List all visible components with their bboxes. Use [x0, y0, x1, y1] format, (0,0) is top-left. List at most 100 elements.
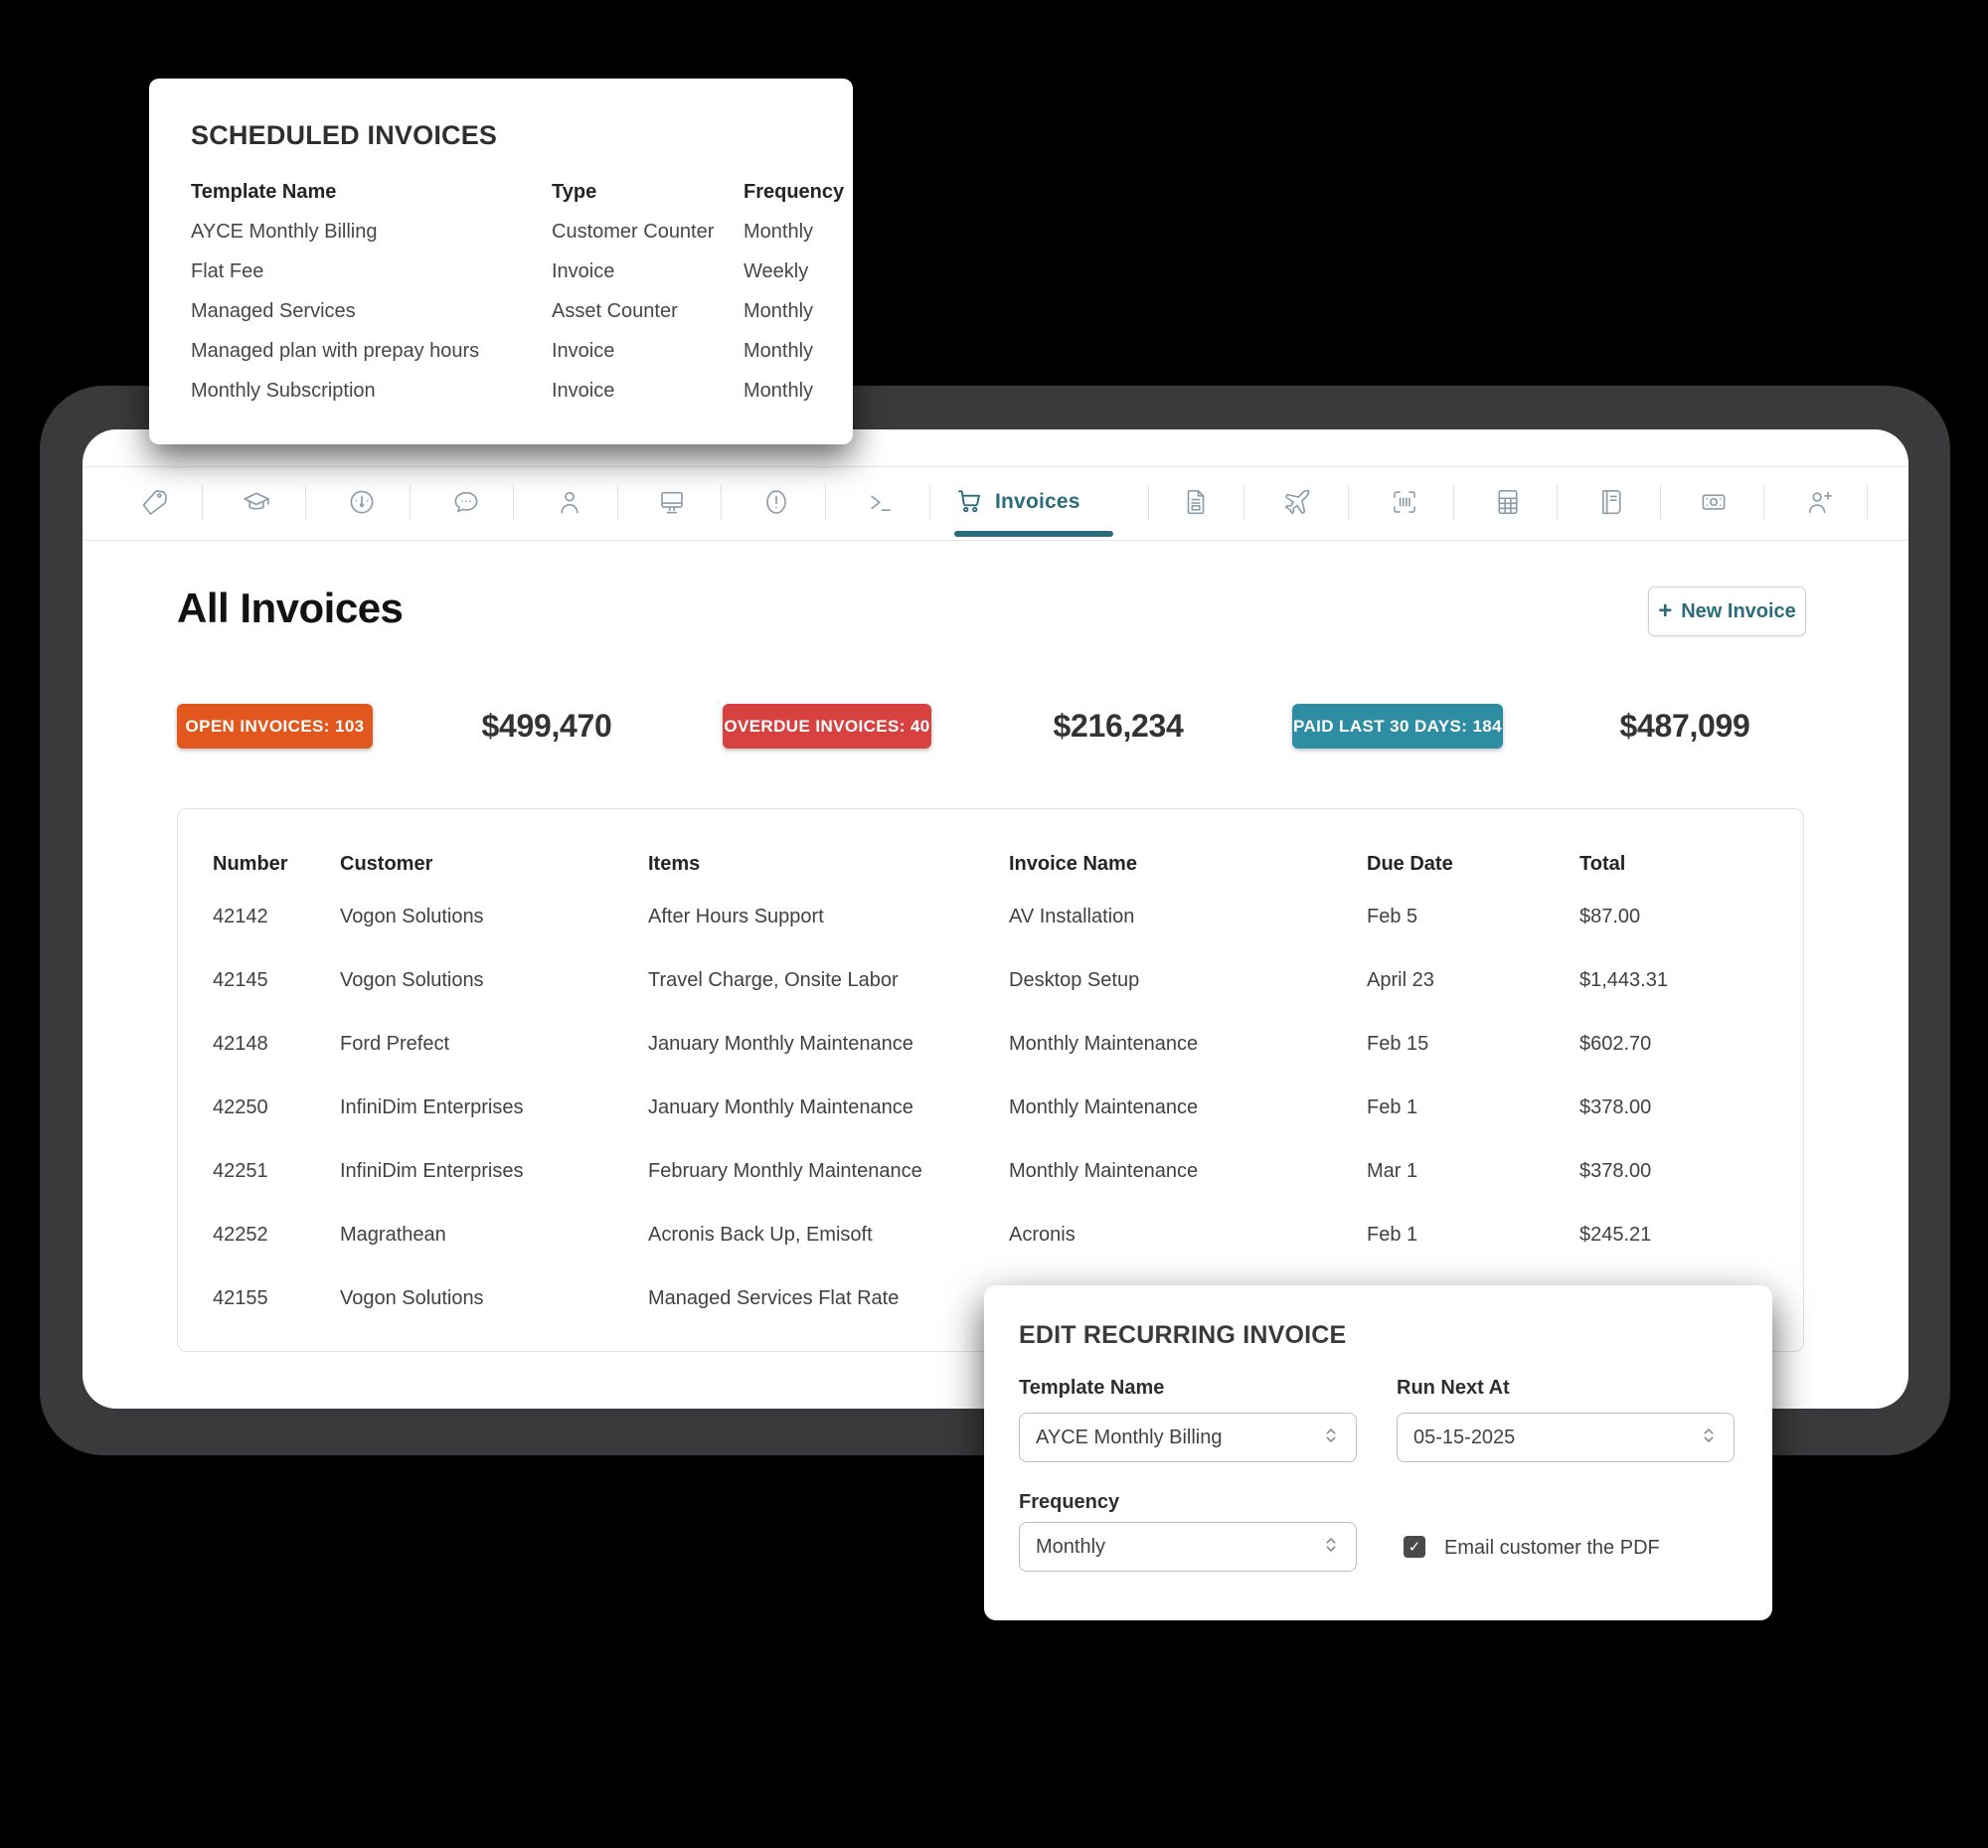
toolbar-bottom-divider [83, 540, 1908, 541]
scheduled-invoices-body: AYCE Monthly Billing Customer Counter Mo… [191, 212, 853, 411]
invoices-table-header: Number Customer Items Invoice Name Due D… [178, 809, 1803, 885]
plane-icon[interactable] [1279, 484, 1315, 520]
book-icon[interactable] [1593, 484, 1629, 520]
list-item[interactable]: Flat Fee Invoice Weekly [191, 252, 853, 291]
run-next-at-label: Run Next At [1397, 1377, 1510, 1399]
cell-invoice-name: Monthly Maintenance [1009, 1159, 1199, 1182]
cell-frequency: Monthly [744, 339, 814, 362]
toolbar-separator [1867, 484, 1868, 520]
cash-icon[interactable] [1696, 484, 1732, 520]
scheduled-invoices-card: SCHEDULED INVOICES Template Name Type Fr… [149, 79, 853, 444]
cell-customer: InfiniDim Enterprises [340, 1159, 524, 1182]
cart-icon [954, 485, 984, 520]
table-row[interactable]: 42145 Vogon Solutions Travel Charge, Ons… [178, 948, 1803, 1012]
cell-invoice-name: AV Installation [1009, 905, 1135, 927]
chevron-up-down-icon [1320, 1534, 1342, 1561]
cell-due-date: Feb 1 [1367, 1223, 1418, 1246]
list-item[interactable]: Managed Services Asset Counter Monthly [191, 291, 853, 331]
cell-due-date: Mar 1 [1367, 1159, 1418, 1182]
cell-number: 42252 [213, 1223, 268, 1246]
cell-number: 42142 [213, 905, 268, 927]
list-item[interactable]: AYCE Monthly Billing Customer Counter Mo… [191, 212, 853, 252]
chevron-up-down-icon [1698, 1425, 1720, 1451]
column-header-due-date: Due Date [1367, 852, 1453, 875]
tab-invoices-label: Invoices [995, 490, 1080, 513]
toolbar-separator [202, 484, 203, 520]
frequency-label: Frequency [1019, 1491, 1120, 1513]
calculator-icon[interactable] [1490, 484, 1526, 520]
cell-customer: Vogon Solutions [340, 905, 484, 927]
cell-customer: InfiniDim Enterprises [340, 1095, 524, 1118]
toolbar-separator [929, 484, 930, 520]
cell-items: Acronis Back Up, Emisoft [648, 1223, 873, 1246]
cell-total: $245.21 [1579, 1223, 1652, 1246]
list-item[interactable]: Managed plan with prepay hours Invoice M… [191, 331, 853, 371]
tab-invoices[interactable]: Invoices [954, 478, 1080, 526]
open-invoices-badge: OPEN INVOICES: 103 [177, 704, 373, 749]
monitor-icon[interactable] [654, 484, 690, 520]
cell-template-name: Managed Services [191, 299, 356, 322]
cell-template-name: Monthly Subscription [191, 379, 376, 402]
toolbar-separator [410, 484, 411, 520]
file-invoice-icon[interactable] [1178, 484, 1214, 520]
paid-last-30-days-badge: PAID LAST 30 DAYS: 184 [1292, 704, 1503, 749]
column-header-number: Number [213, 852, 288, 875]
cell-items: After Hours Support [648, 905, 824, 927]
cell-type: Invoice [552, 339, 615, 362]
toolbar-separator [513, 484, 514, 520]
alert-circle-icon[interactable] [758, 484, 794, 520]
cell-number: 42251 [213, 1159, 268, 1182]
toolbar-separator [1557, 484, 1558, 520]
new-invoice-button[interactable]: + New Invoice [1648, 587, 1806, 636]
table-row[interactable]: 42148 Ford Prefect January Monthly Maint… [178, 1012, 1803, 1076]
cell-type: Invoice [552, 259, 615, 282]
chat-icon[interactable] [448, 484, 484, 520]
user-add-icon[interactable] [1801, 484, 1837, 520]
open-invoices-amount: $499,470 [481, 708, 612, 744]
cell-number: 42145 [213, 968, 268, 991]
column-header-frequency: Frequency [744, 180, 845, 203]
plus-icon: + [1658, 597, 1673, 624]
gauge-icon[interactable] [344, 484, 380, 520]
cell-customer: Vogon Solutions [340, 1286, 484, 1309]
cell-frequency: Monthly [744, 379, 814, 402]
email-pdf-checkbox[interactable]: ✓ [1404, 1536, 1425, 1558]
toolbar-separator [1453, 484, 1454, 520]
template-name-label: Template Name [1019, 1377, 1165, 1399]
table-row[interactable]: 42142 Vogon Solutions After Hours Suppor… [178, 885, 1803, 948]
cell-items: January Monthly Maintenance [648, 1095, 913, 1118]
checkmark-icon: ✓ [1408, 1539, 1421, 1556]
terminal-icon[interactable] [863, 484, 899, 520]
paid-last-30-days-amount: $487,099 [1619, 708, 1750, 744]
cell-invoice-name: Acronis [1009, 1223, 1076, 1246]
tab-invoices-underline [954, 531, 1113, 537]
barcode-icon[interactable] [1387, 484, 1422, 520]
scheduled-invoices-header: Template Name Type Frequency [191, 172, 853, 212]
list-item[interactable]: Monthly Subscription Invoice Monthly [191, 371, 853, 411]
template-name-select[interactable]: AYCE Monthly Billing [1019, 1413, 1357, 1462]
cell-invoice-name: Monthly Maintenance [1009, 1095, 1199, 1118]
cell-number: 42148 [213, 1032, 268, 1055]
column-header-customer: Customer [340, 852, 433, 875]
cell-total: $602.70 [1579, 1032, 1652, 1055]
chevron-up-down-icon [1320, 1425, 1342, 1451]
column-header-invoice-name: Invoice Name [1009, 852, 1137, 875]
tag-icon[interactable] [136, 484, 172, 520]
frequency-select[interactable]: Monthly [1019, 1522, 1357, 1572]
user-icon[interactable] [552, 484, 587, 520]
cell-items: January Monthly Maintenance [648, 1032, 913, 1055]
graduation-cap-icon[interactable] [239, 484, 274, 520]
column-header-template-name: Template Name [191, 180, 337, 203]
table-row[interactable]: 42250 InfiniDim Enterprises January Mont… [178, 1076, 1803, 1139]
cell-type: Invoice [552, 379, 615, 402]
toolbar-separator [1148, 484, 1149, 520]
table-row[interactable]: 42252 Magrathean Acronis Back Up, Emisof… [178, 1203, 1803, 1266]
table-row[interactable]: 42155 Vogon Solutions Managed Services F… [178, 1266, 1803, 1330]
cell-due-date: Feb 5 [1367, 905, 1418, 927]
scheduled-invoices-title: SCHEDULED INVOICES [191, 120, 498, 150]
cell-number: 42250 [213, 1095, 268, 1118]
table-row[interactable]: 42251 InfiniDim Enterprises February Mon… [178, 1139, 1803, 1203]
toolbar-top-divider [83, 466, 1908, 467]
run-next-at-select[interactable]: 05-15-2025 [1397, 1413, 1735, 1462]
toolbar-separator [1243, 484, 1244, 520]
